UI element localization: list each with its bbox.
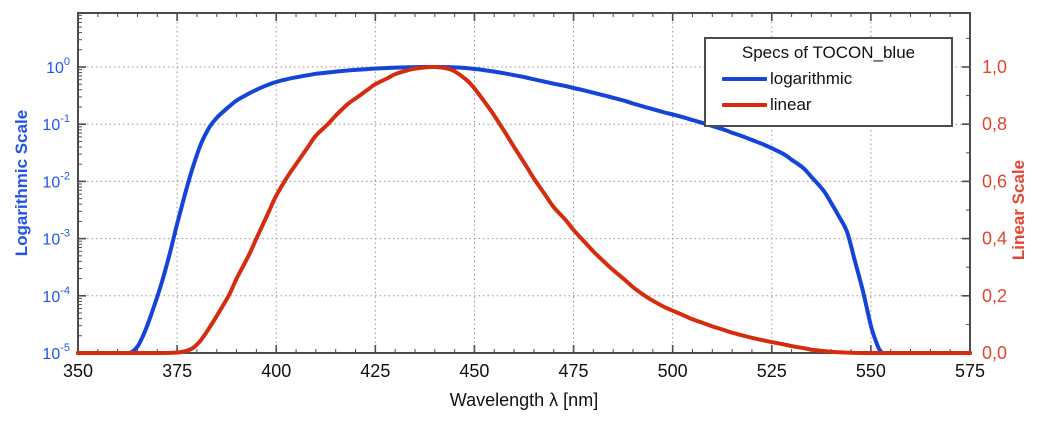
y-right-tick-label: 1,0 (982, 57, 1007, 77)
x-tick-label: 350 (63, 361, 93, 381)
y-left-tick-label: 10-5 (42, 342, 70, 363)
y-left-tick-label: 10-2 (42, 170, 70, 191)
tick-labels: 350 375 400 425 450 475 500 525 550 575 100 10-1 10-… (42, 56, 1007, 381)
y-right-tick-label: 0,6 (982, 171, 1007, 191)
legend-item-label: linear (770, 95, 812, 114)
y-left-tick-label: 10-4 (42, 285, 70, 306)
x-tick-label: 550 (856, 361, 886, 381)
axis-box (77, 12, 971, 354)
legend: Specs of TOCON_blue logarithmic linear (704, 37, 953, 127)
linear-curve (76, 64, 972, 355)
legend-item-label: logarithmic (770, 69, 853, 88)
x-tick-label: 575 (955, 361, 985, 381)
y-axis-label-left: Logarithmic Scale (12, 109, 31, 257)
y-right-tick-label: 0,4 (982, 229, 1007, 249)
legend-swatch-logarithmic-icon (722, 77, 767, 81)
y-right-tick-label: 0,0 (982, 343, 1007, 363)
legend-swatch-linear-icon (722, 103, 767, 107)
x-tick-label: 500 (658, 361, 688, 381)
x-tick-label: 525 (757, 361, 787, 381)
logarithmic-curve (76, 65, 972, 355)
curves (76, 64, 972, 355)
y-right-tick-label: 0,2 (982, 286, 1007, 306)
x-axis-label: Wavelength λ [nm] (449, 390, 599, 410)
legend-item-linear: linear (722, 95, 951, 115)
x-tick-label: 400 (261, 361, 291, 381)
legend-item-logarithmic: logarithmic (722, 69, 951, 89)
y-left-tick-label: 100 (46, 56, 70, 77)
y-axis-label-right: Linear Scale (1009, 159, 1028, 261)
x-tick-label: 450 (459, 361, 489, 381)
axis-ticks (77, 13, 971, 354)
y-left-tick-label: 10-1 (42, 113, 70, 134)
y-left-tick-label: 10-3 (42, 228, 70, 249)
x-tick-label: 375 (162, 361, 192, 381)
x-tick-label: 475 (559, 361, 589, 381)
x-tick-label: 425 (360, 361, 390, 381)
y-right-tick-label: 0,8 (982, 114, 1007, 134)
legend-title: Specs of TOCON_blue (741, 43, 916, 62)
